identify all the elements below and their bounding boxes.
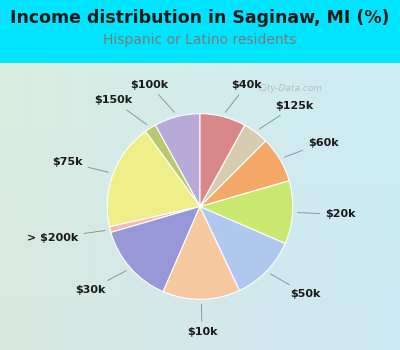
Wedge shape [110,206,200,232]
Text: $100k: $100k [131,80,174,112]
Wedge shape [200,206,285,290]
Text: $125k: $125k [259,101,314,129]
Text: $75k: $75k [52,157,108,172]
Wedge shape [200,125,266,206]
Text: City-Data.com: City-Data.com [259,84,323,93]
Text: $150k: $150k [94,96,147,125]
Wedge shape [146,125,200,206]
Text: $50k: $50k [271,274,320,299]
Wedge shape [200,114,245,206]
Wedge shape [107,131,200,227]
Wedge shape [163,206,240,299]
Text: $40k: $40k [225,80,262,112]
Text: > $200k: > $200k [27,231,105,243]
Text: $10k: $10k [187,304,217,337]
Text: $60k: $60k [284,138,339,157]
Text: $30k: $30k [76,271,126,295]
Wedge shape [200,181,293,243]
Text: Hispanic or Latino residents: Hispanic or Latino residents [103,33,297,47]
Wedge shape [155,114,200,206]
Text: Income distribution in Saginaw, MI (%): Income distribution in Saginaw, MI (%) [10,9,390,27]
Wedge shape [200,141,289,206]
Text: $20k: $20k [298,209,356,219]
Wedge shape [111,206,200,292]
